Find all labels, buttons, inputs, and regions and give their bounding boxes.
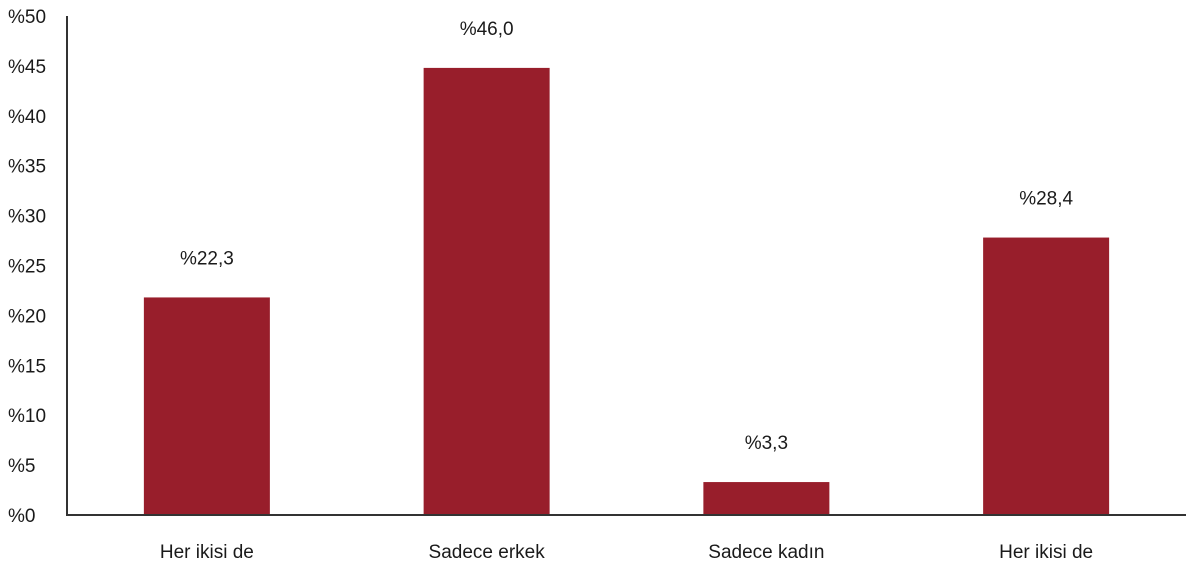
bar [423, 67, 550, 516]
category-label: Her ikisi de [999, 542, 1093, 563]
y-tick-label: %15 [8, 356, 46, 377]
category-label: Sadece erkek [429, 542, 546, 563]
bars-group [143, 67, 1110, 516]
y-axis-ticks: %0 %5 %10 %15 %20 %25 %30 %35 %40 %45 %50 [8, 7, 46, 527]
category-label: Sadece kadın [708, 542, 824, 563]
category-label: Her ikisi de [160, 542, 254, 563]
y-tick-label: %5 [8, 456, 35, 477]
y-tick-label: %35 [8, 157, 46, 178]
bar [143, 297, 270, 515]
y-tick-label: %30 [8, 207, 46, 228]
y-tick-label: %10 [8, 406, 46, 427]
y-tick-label: %20 [8, 306, 46, 327]
y-tick-label: %40 [8, 107, 46, 128]
data-label: %22,3 [180, 248, 234, 269]
data-labels-group: %22,3 %46,0 %3,3 %28,4 [180, 19, 1074, 454]
bar [983, 237, 1110, 515]
y-tick-label: %50 [8, 7, 46, 28]
data-label: %46,0 [460, 19, 514, 40]
y-tick-label: %25 [8, 257, 46, 278]
data-label: %28,4 [1019, 189, 1073, 210]
bar [703, 482, 830, 515]
category-labels-group: Her ikisi de Sadece erkek Sadece kadın Her … [160, 542, 1093, 563]
data-label: %3,3 [745, 433, 788, 454]
y-tick-label: %0 [8, 506, 35, 527]
y-tick-label: %45 [8, 57, 46, 78]
